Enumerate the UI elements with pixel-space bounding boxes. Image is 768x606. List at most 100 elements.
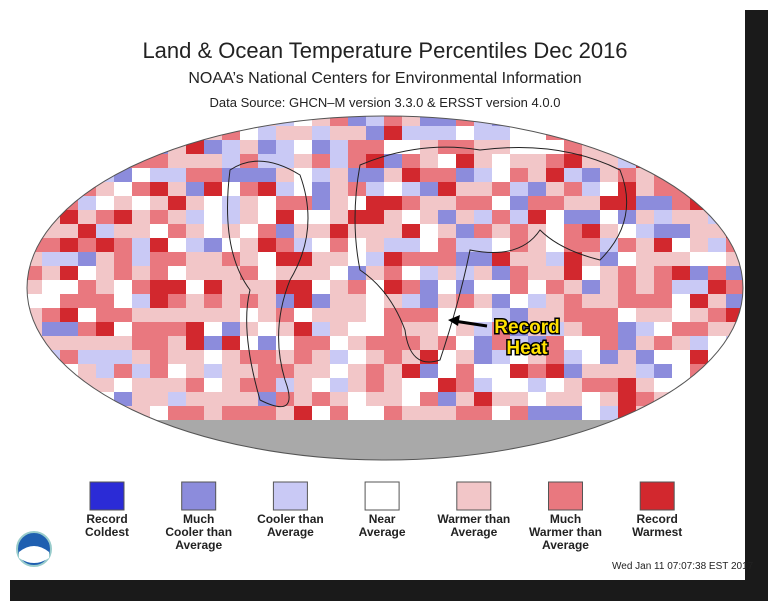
map-cell — [150, 224, 168, 238]
map-cell — [312, 266, 330, 280]
legend-label: Warmer than — [529, 525, 602, 539]
map-cell — [546, 168, 564, 182]
map-cell — [276, 378, 294, 392]
map-cell — [114, 336, 132, 350]
map-cell — [600, 350, 618, 364]
map-cell — [366, 196, 384, 210]
map-cell — [546, 154, 564, 168]
map-cell — [546, 224, 564, 238]
map-cell — [186, 294, 204, 308]
map-cell — [528, 224, 546, 238]
map-cell — [546, 294, 564, 308]
map-cell — [294, 182, 312, 196]
map-cell — [240, 336, 258, 350]
map-cell — [330, 350, 348, 364]
map-cell — [276, 406, 294, 420]
map-cell — [96, 378, 114, 392]
map-cell — [366, 336, 384, 350]
map-cell — [204, 182, 222, 196]
map-cell — [474, 392, 492, 406]
map-cell — [294, 126, 312, 140]
map-cell — [510, 210, 528, 224]
map-cell — [474, 252, 492, 266]
map-cell — [636, 308, 654, 322]
legend-label: Record — [637, 512, 678, 526]
legend-label: Average — [267, 525, 314, 539]
map-cell — [222, 252, 240, 266]
map-cell — [618, 364, 636, 378]
map-cell — [366, 392, 384, 406]
map-cell — [60, 224, 78, 238]
map-cell — [492, 294, 510, 308]
map-cell — [132, 196, 150, 210]
map-cell — [186, 154, 204, 168]
map-cell — [636, 378, 654, 392]
map-cell — [402, 140, 420, 154]
map-cell — [492, 308, 510, 322]
map-cell — [348, 266, 366, 280]
map-cell — [312, 392, 330, 406]
map-cell — [618, 392, 636, 406]
map-cell — [654, 336, 672, 350]
map-cell — [222, 210, 240, 224]
map-cell — [312, 140, 330, 154]
legend-label: Cooler than — [165, 525, 232, 539]
map-cell — [312, 168, 330, 182]
map-cell — [654, 322, 672, 336]
map-cell — [654, 364, 672, 378]
map-cell — [708, 294, 726, 308]
legend-label: Average — [542, 538, 589, 552]
map-cell — [222, 182, 240, 196]
map-cell — [708, 252, 726, 266]
map-cell — [366, 210, 384, 224]
map-cell — [204, 252, 222, 266]
map-cell — [438, 252, 456, 266]
map-cell — [474, 280, 492, 294]
map-cell — [42, 252, 60, 266]
map-cell — [276, 294, 294, 308]
map-cell — [636, 322, 654, 336]
map-cell — [114, 308, 132, 322]
map-cell — [258, 294, 276, 308]
map-cell — [27, 294, 42, 308]
map-cell — [600, 294, 618, 308]
legend-label: Record — [86, 512, 127, 526]
map-cell — [510, 168, 528, 182]
map-cell — [546, 392, 564, 406]
map-cell — [258, 406, 276, 420]
map-cell — [402, 364, 420, 378]
map-cell — [258, 140, 276, 154]
map-cell — [402, 322, 420, 336]
map-cell — [132, 308, 150, 322]
map-cell — [600, 154, 618, 168]
map-cell — [186, 280, 204, 294]
map-cell — [528, 266, 546, 280]
map-cell — [204, 224, 222, 238]
map-cell — [636, 210, 654, 224]
map-cell — [564, 364, 582, 378]
map-cell — [600, 364, 618, 378]
map-cell — [27, 266, 42, 280]
map-cell — [366, 238, 384, 252]
map-cell — [726, 266, 743, 280]
map-cell — [600, 406, 618, 420]
map-cell — [132, 252, 150, 266]
map-cell — [600, 224, 618, 238]
map-cell — [636, 182, 654, 196]
map-cell — [222, 392, 240, 406]
map-cell — [168, 322, 186, 336]
map-cell — [204, 210, 222, 224]
legend-label: Average — [450, 525, 497, 539]
map-cell — [168, 350, 186, 364]
map-cell — [456, 378, 474, 392]
map-cell — [330, 266, 348, 280]
map-cell — [132, 392, 150, 406]
map-cell — [618, 308, 636, 322]
map-cell — [240, 182, 258, 196]
map-cell — [546, 336, 564, 350]
map-cell — [582, 182, 600, 196]
map-cell — [114, 322, 132, 336]
legend-swatch — [272, 481, 308, 511]
map-cell — [240, 280, 258, 294]
map-cell — [564, 168, 582, 182]
